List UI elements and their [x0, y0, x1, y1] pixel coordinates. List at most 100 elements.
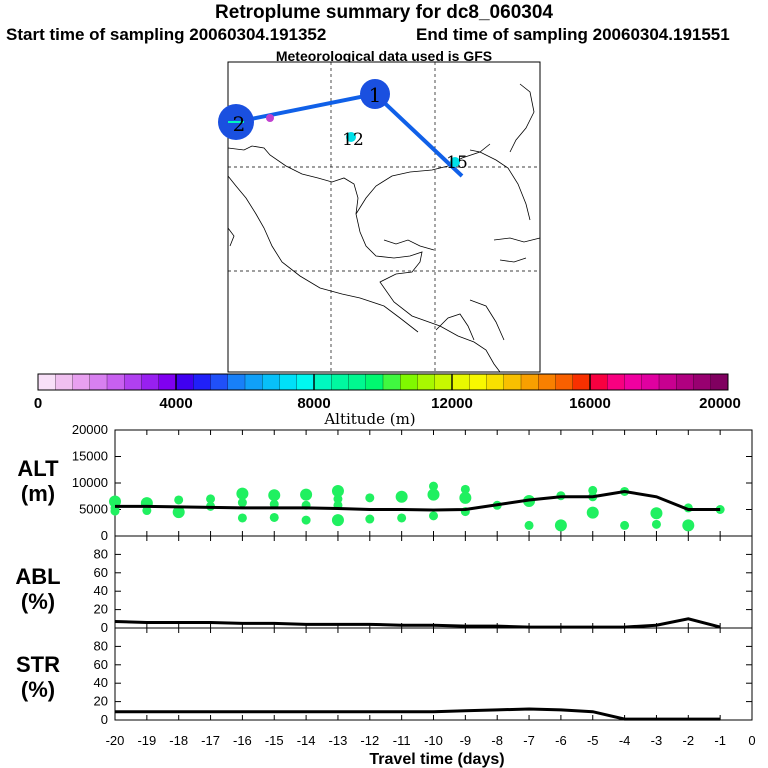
colorbar-cell	[538, 374, 556, 390]
colorbar-cell	[279, 374, 298, 390]
colorbar-cell	[486, 374, 505, 390]
alt-marker	[301, 515, 311, 525]
alt-yticks: 0 5000 10000 15000 20000	[72, 422, 752, 543]
alt-marker	[174, 495, 184, 505]
colorbar-cell	[417, 374, 436, 390]
colorbar-cell	[624, 374, 643, 390]
colorbar-cell	[555, 374, 574, 390]
alt-ytick-label: 0	[101, 528, 108, 543]
x-axis-label: Travel time (days)	[369, 751, 504, 768]
x-tick-label: -15	[265, 733, 284, 748]
colorbar-cell	[331, 374, 349, 390]
map-coastlines	[227, 83, 541, 373]
map-label-day12: 12	[342, 130, 364, 150]
x-tick-label: -9	[460, 733, 472, 748]
alt-marker	[172, 506, 185, 519]
colorbar-cell	[572, 374, 591, 390]
alt-ytick-label: 5000	[79, 502, 108, 517]
alt-panel: 0 5000 10000 15000 20000 ALT (m)	[17, 422, 753, 543]
plume-marker	[450, 157, 460, 167]
alt-markers	[109, 481, 725, 532]
alt-marker	[365, 493, 375, 503]
colorbar-cell	[262, 374, 280, 390]
colorbar-cell	[158, 374, 177, 390]
end-time-label: End time of sampling 20060304.191551	[416, 25, 730, 44]
colorbar-cell	[659, 374, 677, 390]
colorbar-cell	[314, 374, 332, 390]
colorbar-cells	[38, 374, 729, 390]
alt-marker	[365, 514, 375, 524]
x-tick-label: -18	[169, 733, 188, 748]
colorbar-cell	[503, 374, 522, 390]
str-xtickmarks	[114, 628, 753, 720]
abl-ylabel-unit: (%)	[21, 589, 55, 614]
colorbar-cell	[365, 374, 384, 390]
colorbar-cell	[641, 374, 660, 390]
alt-marker	[300, 488, 313, 501]
alt-marker	[269, 512, 279, 522]
colorbar-tick: 20000	[699, 395, 741, 412]
alt-marker	[397, 513, 407, 523]
str-ytick-label: 20	[94, 694, 108, 709]
colorbar-cell	[296, 374, 315, 390]
plume-marker	[346, 132, 356, 142]
x-ticklabels: -20 -19 -18 -17 -16 -15 -14 -13 -12 -11 -10 -9 -8 -7-…	[106, 733, 756, 748]
colorbar-cell	[176, 374, 194, 390]
alt-ytick-label: 10000	[72, 475, 108, 490]
alt-marker	[429, 481, 438, 491]
alt-marker	[586, 506, 599, 519]
x-tick-label: -19	[137, 733, 156, 748]
abl-panel: 0 20 40 60 80 ABL (%)	[15, 535, 753, 635]
alt-marker	[682, 519, 695, 532]
x-tick-label: -8	[491, 733, 503, 748]
colorbar-cell	[193, 374, 211, 390]
x-tick-label: -16	[233, 733, 252, 748]
alt-marker	[395, 490, 408, 503]
colorbar-cell	[124, 374, 142, 390]
alt-marker	[554, 519, 567, 532]
colorbar-cell	[590, 374, 608, 390]
colorbar-cell	[469, 374, 487, 390]
start-time-label: Start time of sampling 20060304.191352	[6, 25, 327, 44]
str-panel: 0 20 40 60 80 STR (%)	[16, 627, 753, 727]
str-ytick-label: 80	[94, 638, 108, 653]
colorbar-cell	[38, 374, 56, 390]
alt-marker	[237, 513, 247, 523]
x-tick-label: -17	[201, 733, 220, 748]
colorbar-title: Altitude (m)	[323, 410, 415, 428]
abl-ylabel: ABL	[15, 564, 60, 589]
colorbar-cell	[72, 374, 91, 390]
map-labels: 1 2 12 15	[233, 83, 468, 173]
colorbar-tick: 0	[34, 395, 42, 412]
abl-yticks: 0 20 40 60 80	[94, 546, 752, 635]
colorbar-cell	[55, 374, 73, 390]
map-label-day15: 15	[446, 153, 468, 173]
colorbar-cell	[227, 374, 246, 390]
colorbar-tick: 4000	[159, 395, 192, 412]
colorbar-cell	[693, 374, 712, 390]
map-label-day2: 2	[233, 112, 246, 136]
alt-xtickmarks	[114, 430, 753, 536]
str-panel-frame	[114, 627, 753, 721]
abl-ytick-label: 40	[94, 583, 108, 598]
x-tick-label: -11	[393, 733, 411, 748]
alt-ytick-label: 15000	[72, 449, 108, 464]
x-tick-label: -2	[683, 733, 695, 748]
alt-marker	[237, 498, 247, 508]
alt-marker	[236, 487, 249, 500]
x-tick-label: -20	[106, 733, 125, 748]
alt-marker	[333, 494, 343, 504]
x-tick-label: -7	[523, 733, 535, 748]
x-tick-label: -6	[555, 733, 567, 748]
colorbar-ticks: 0 4000 8000 12000 16000 20000	[34, 395, 741, 412]
alt-marker	[110, 506, 120, 516]
abl-xtickmarks	[114, 536, 753, 628]
colorbar-cell	[452, 374, 470, 390]
abl-line	[114, 617, 721, 629]
alt-marker	[268, 489, 281, 502]
alt-marker	[429, 511, 438, 521]
x-tick-label: -5	[587, 733, 599, 748]
plume-marker	[266, 114, 274, 122]
